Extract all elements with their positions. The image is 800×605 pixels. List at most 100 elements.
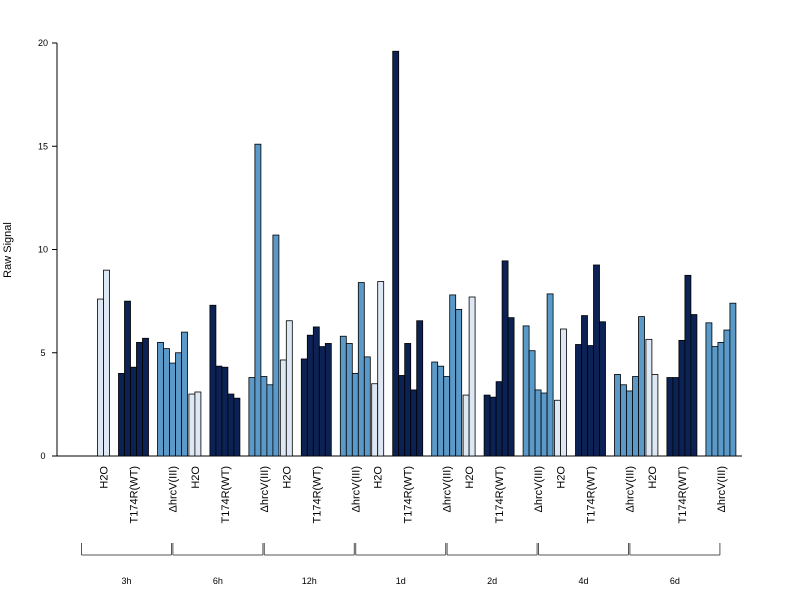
- bar: [540, 392, 548, 457]
- bar: [266, 384, 274, 457]
- bar: [705, 322, 713, 457]
- bar: [620, 384, 627, 457]
- bar: [103, 269, 110, 457]
- bar: [194, 391, 202, 457]
- treatment-label: ΔhrcV(III): [350, 466, 362, 512]
- bar: [248, 377, 256, 457]
- bar: [546, 293, 554, 457]
- bar: [377, 281, 385, 457]
- bar: [181, 331, 188, 457]
- treatment-label: ΔhrcV(III): [533, 466, 545, 512]
- bar: [410, 389, 418, 457]
- bar: [581, 315, 588, 457]
- bar: [729, 302, 737, 457]
- bar: [534, 389, 542, 457]
- bar: [638, 316, 645, 457]
- bar: [157, 342, 164, 457]
- group-label: 4d: [578, 576, 588, 586]
- y-tick-label: 20: [38, 38, 48, 48]
- bar: [672, 377, 680, 457]
- bar: [279, 359, 287, 457]
- bar: [522, 325, 530, 457]
- bar: [717, 342, 725, 457]
- group-label: 6h: [213, 576, 223, 586]
- bar: [188, 393, 196, 457]
- bar: [357, 282, 365, 457]
- group-label: 2d: [487, 576, 497, 586]
- bar: [175, 352, 182, 457]
- bar: [351, 372, 359, 457]
- bar: [136, 342, 143, 457]
- y-axis-label: Raw Signal: [2, 222, 14, 278]
- treatment-label: ΔhrcV(III): [259, 466, 271, 512]
- bar: [404, 343, 412, 457]
- y-tick-label: 0: [40, 451, 45, 461]
- bar: [495, 381, 503, 457]
- bar: [690, 314, 698, 457]
- group-label: 3h: [121, 576, 131, 586]
- bar: [209, 304, 217, 457]
- bar: [285, 320, 293, 457]
- bar: [97, 298, 104, 457]
- bar: [587, 345, 594, 457]
- bar: [483, 394, 491, 457]
- bar: [118, 372, 125, 457]
- group-label: 1d: [396, 576, 406, 586]
- bar: [645, 338, 653, 457]
- bar: [575, 344, 582, 457]
- bar: [324, 343, 332, 457]
- treatment-label: T174R(WT): [677, 466, 689, 523]
- bar: [398, 375, 406, 457]
- treatment-label: H2O: [190, 466, 202, 489]
- bar: [449, 294, 457, 457]
- treatment-label: T174R(WT): [129, 466, 141, 523]
- bar: [560, 328, 567, 457]
- bar: [233, 397, 241, 457]
- treatment-label: H2O: [99, 466, 111, 489]
- bar: [723, 329, 731, 457]
- bar: [455, 308, 463, 457]
- bar: [363, 356, 371, 457]
- treatment-label: T174R(WT): [311, 466, 323, 523]
- bar: [626, 390, 633, 457]
- treatment-label: H2O: [464, 466, 476, 489]
- bar: [443, 376, 451, 457]
- bar: [227, 393, 235, 457]
- treatment-label: T174R(WT): [403, 466, 415, 523]
- treatment-label: H2O: [281, 466, 293, 489]
- group-label: 12h: [302, 576, 317, 586]
- treatment-label: ΔhrcV(III): [716, 466, 728, 512]
- bar: [507, 317, 515, 457]
- bar: [678, 339, 686, 457]
- bar: [260, 376, 268, 457]
- bar: [169, 362, 176, 457]
- bar: [300, 358, 308, 457]
- bar: [468, 296, 476, 457]
- treatment-label: H2O: [556, 466, 568, 489]
- treatment-label: T174R(WT): [586, 466, 598, 523]
- bar: [215, 365, 223, 457]
- bar: [462, 394, 470, 457]
- bar: [339, 335, 347, 457]
- bar: [501, 260, 509, 457]
- bar: [272, 234, 280, 457]
- bar: [437, 365, 445, 457]
- bar: [254, 143, 262, 457]
- bar: [306, 334, 314, 457]
- bar: [593, 264, 600, 457]
- treatment-label: T174R(WT): [494, 466, 506, 523]
- bar: [711, 346, 719, 457]
- bar: [371, 383, 379, 457]
- treatment-label: ΔhrcV(III): [168, 466, 180, 512]
- bar: [416, 320, 424, 457]
- bar: [312, 326, 320, 457]
- bar: [124, 300, 131, 457]
- bar: [528, 350, 536, 457]
- bar: [142, 337, 149, 457]
- treatment-label: T174R(WT): [220, 466, 232, 523]
- y-tick-label: 10: [38, 245, 48, 255]
- bar: [318, 346, 326, 457]
- treatment-label: H2O: [373, 466, 385, 489]
